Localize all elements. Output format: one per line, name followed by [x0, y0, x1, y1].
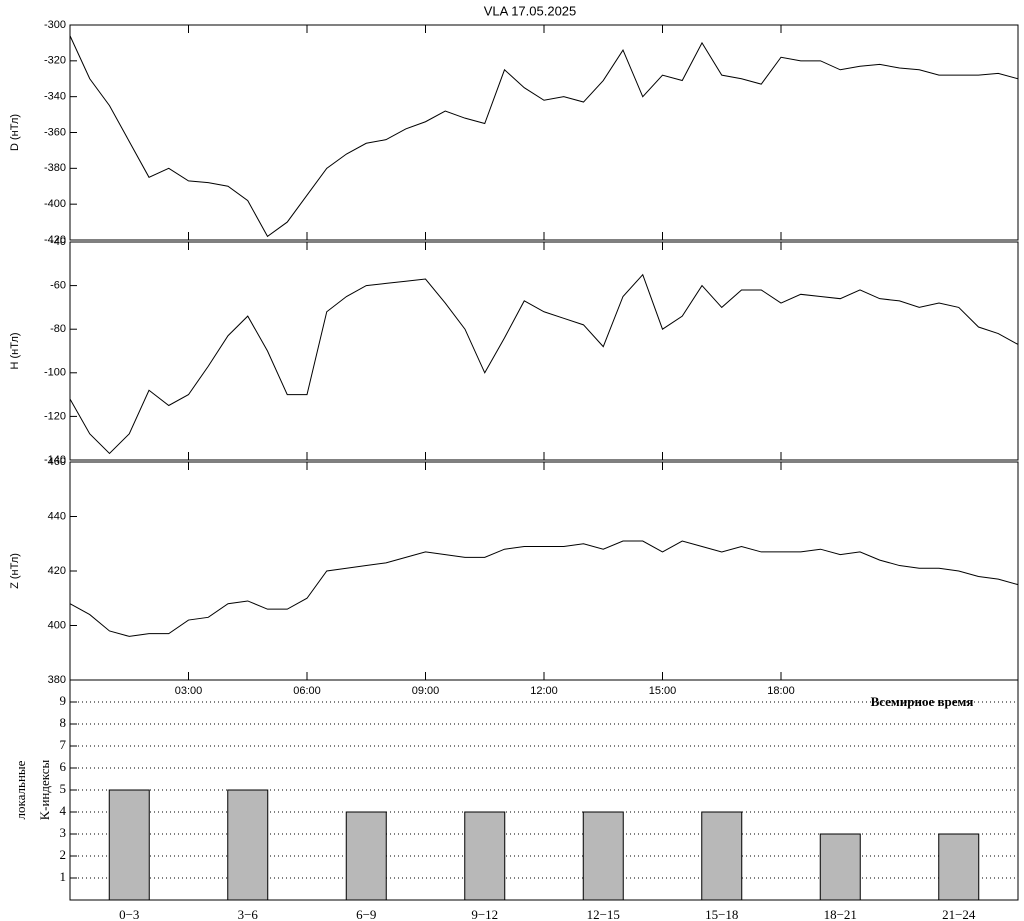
- y-tick-label: 8: [60, 715, 67, 730]
- y-axis-label: H (нТл): [9, 332, 21, 369]
- y-tick-label: -360: [44, 126, 66, 138]
- bar: [345, 811, 387, 901]
- bar: [701, 811, 743, 901]
- y-tick-label: 1: [60, 869, 67, 884]
- x-tick-label: 12−15: [587, 907, 620, 921]
- line-series: [69, 273, 1019, 455]
- y-tick-label: -120: [44, 410, 66, 422]
- bar: [582, 811, 624, 901]
- plot-frame: [69, 241, 1019, 461]
- y-tick-label: -140: [44, 454, 66, 466]
- x-tick-label: 18:00: [767, 685, 795, 697]
- y-tick-label: 6: [60, 759, 67, 774]
- y-tick-label: -400: [44, 198, 66, 210]
- y-tick-label: -60: [50, 280, 66, 292]
- x-tick-label: 15:00: [649, 685, 677, 697]
- y-tick-label: -300: [44, 19, 66, 31]
- y-tick-label: -340: [44, 91, 66, 103]
- y-tick-label: -100: [44, 367, 66, 379]
- y-axis-label: Z (нТл): [9, 553, 21, 589]
- x-tick-label: 09:00: [412, 685, 440, 697]
- line-series: [69, 35, 1019, 238]
- y-axis-label: локальные: [13, 760, 28, 819]
- y-tick-label: -40: [50, 236, 66, 248]
- y-tick-label: 7: [60, 737, 67, 752]
- x-tick-label: 15−18: [705, 907, 738, 921]
- y-tick-label: 2: [60, 847, 67, 862]
- chart-title: VLA 17.05.2025: [484, 3, 577, 18]
- bar: [227, 789, 269, 901]
- y-axis-label: K-индексы: [37, 759, 52, 820]
- x-tick-label: 3−6: [238, 907, 259, 921]
- y-tick-label: 420: [48, 565, 66, 577]
- y-tick-label: 3: [60, 825, 67, 840]
- x-tick-label: 0−3: [119, 907, 139, 921]
- y-tick-label: -320: [44, 55, 66, 67]
- x-tick-label: 06:00: [293, 685, 321, 697]
- x-tick-label: 9−12: [471, 907, 498, 921]
- y-tick-label: -380: [44, 162, 66, 174]
- y-tick-label: 380: [48, 674, 66, 686]
- y-tick-label: 440: [48, 510, 66, 522]
- y-tick-label: -80: [50, 323, 66, 335]
- bar: [464, 811, 506, 901]
- y-tick-label: 4: [60, 803, 67, 818]
- line-series: [69, 540, 1019, 637]
- x-tick-label: 18−21: [824, 907, 857, 921]
- y-tick-label: 9: [60, 693, 67, 708]
- y-tick-label: -420: [44, 234, 66, 246]
- x-tick-label: 12:00: [530, 685, 558, 697]
- plot-frame: [69, 24, 1019, 241]
- bar: [819, 833, 861, 901]
- plot-frame: [69, 679, 1019, 901]
- y-tick-label: 460: [48, 456, 66, 468]
- bar: [938, 833, 980, 901]
- plot-frame: [69, 461, 1019, 681]
- y-axis-label: D (нТл): [9, 114, 21, 151]
- bar: [108, 789, 150, 901]
- x-tick-label: 6−9: [356, 907, 376, 921]
- y-tick-label: 5: [60, 781, 67, 796]
- y-tick-label: 400: [48, 619, 66, 631]
- x-tick-label: 03:00: [175, 685, 203, 697]
- x-axis-label: Всемирное время: [871, 694, 974, 709]
- x-tick-label: 21−24: [942, 907, 976, 921]
